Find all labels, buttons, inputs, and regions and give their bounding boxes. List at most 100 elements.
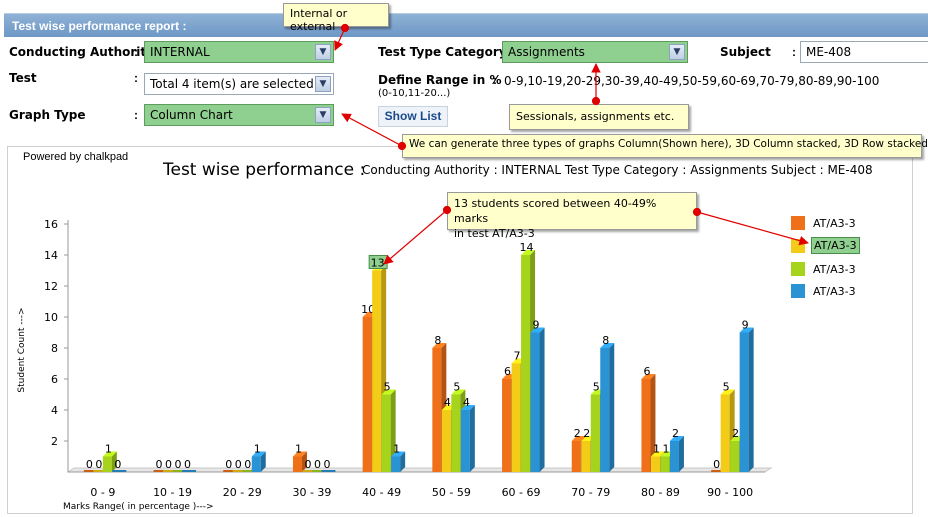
bar-top	[641, 374, 656, 379]
test-type-category-value: Assignments	[508, 45, 585, 59]
data-label: 6	[643, 365, 650, 378]
y-tick-label: 14	[44, 249, 58, 262]
data-label: 1	[393, 443, 400, 456]
bar-top	[102, 451, 117, 457]
y-axis-title: Student Count --->	[17, 307, 27, 392]
bar	[460, 410, 470, 472]
data-label: 2	[574, 427, 581, 440]
bar-top	[381, 389, 396, 395]
x-tick-label: 50 - 59	[432, 486, 471, 499]
bar	[391, 456, 401, 472]
callout-students: 13 students scored between 40-49% marks …	[447, 192, 697, 240]
define-range-hint: (0-10,11-20...)	[378, 88, 451, 99]
legend-swatch	[791, 262, 805, 276]
bar	[372, 270, 382, 472]
bar-top	[530, 327, 545, 333]
data-label: 4	[444, 396, 451, 409]
bar	[311, 470, 326, 472]
bar	[112, 470, 127, 472]
bar-top	[720, 389, 735, 395]
data-label: 0	[184, 458, 191, 471]
bar	[650, 456, 660, 472]
bar	[381, 394, 391, 472]
callout-authority: Internal or external	[283, 3, 389, 33]
chevron-down-icon[interactable]: ▼	[315, 44, 331, 60]
bar	[321, 470, 336, 472]
data-label: 5	[384, 381, 391, 394]
bar	[711, 470, 726, 472]
bar-top	[600, 343, 615, 348]
colon: :	[792, 45, 796, 59]
bar-top	[650, 451, 665, 457]
bar-top	[391, 451, 406, 457]
conducting-authority-select[interactable]: INTERNAL ▼	[144, 41, 334, 63]
bar	[521, 255, 531, 472]
x-tick-label: 10 - 19	[153, 486, 192, 499]
bar	[590, 394, 600, 472]
data-label: 8	[602, 334, 609, 347]
bar-side	[609, 343, 615, 472]
subject-input[interactable]: ME-408	[800, 41, 928, 63]
chart-subtitle: Conducting Authority : INTERNAL Test Typ…	[362, 163, 873, 177]
chart-title: Test wise performance :	[163, 160, 366, 180]
bar	[660, 456, 670, 472]
bar-top	[292, 451, 307, 457]
x-axis-title: Marks Range( in percentage )--->	[63, 502, 214, 512]
conducting-authority-value: INTERNAL	[150, 45, 210, 59]
data-label: 1	[662, 443, 669, 456]
colon: :	[134, 45, 138, 59]
chevron-down-icon[interactable]: ▼	[669, 44, 685, 60]
test-select[interactable]: Total 4 item(s) are selected ▼	[144, 73, 334, 95]
bar	[502, 379, 512, 472]
powered-by-text: Powered by chalkpad	[23, 151, 129, 163]
graph-type-value: Column Chart	[150, 108, 233, 122]
bar	[669, 441, 679, 472]
bar	[451, 394, 461, 472]
bar-side	[469, 405, 475, 472]
chevron-down-icon[interactable]: ▼	[315, 107, 331, 123]
data-label: 0	[713, 458, 720, 471]
colon: :	[493, 45, 497, 59]
chevron-down-icon[interactable]: ▼	[315, 76, 331, 92]
test-type-category-label: Test Type Category	[378, 45, 507, 59]
conducting-authority-label: Conducting Authority	[9, 45, 154, 59]
x-tick-label: 20 - 29	[223, 486, 262, 499]
bar	[441, 410, 451, 472]
x-tick-label: 30 - 39	[292, 486, 331, 499]
data-label: 6	[504, 365, 511, 378]
callout-students-line2: in test AT/A3-3	[454, 227, 535, 240]
y-tick-label: 2	[51, 435, 58, 448]
data-label: 5	[453, 381, 460, 394]
y-tick-label: 6	[51, 373, 58, 386]
x-tick-label: 60 - 69	[502, 486, 541, 499]
bar	[432, 348, 442, 472]
bar	[172, 470, 187, 472]
data-label: 10	[361, 303, 375, 316]
bar	[102, 456, 112, 472]
bar-side	[678, 436, 684, 472]
legend-label: AT/A3-3	[813, 217, 856, 230]
bar-top	[669, 436, 684, 441]
x-tick-label: 0 - 9	[90, 486, 115, 499]
data-label: 1	[295, 443, 302, 456]
bar-top	[739, 327, 754, 333]
bar-side	[539, 327, 545, 472]
subject-label: Subject	[720, 45, 771, 59]
bar	[292, 456, 302, 472]
x-tick-label: 70 - 79	[571, 486, 610, 499]
bar	[530, 332, 540, 472]
graph-type-select[interactable]: Column Chart ▼	[144, 104, 334, 126]
data-label: 1	[254, 443, 261, 456]
bar	[93, 470, 108, 472]
define-range-input[interactable]: 0-9,10-19,20-29,30-39,40-49,50-59,60-69,…	[504, 74, 880, 88]
data-label: 0	[314, 458, 321, 471]
data-label: 0	[304, 458, 311, 471]
data-label: 13	[371, 257, 385, 270]
bar	[302, 470, 317, 472]
test-type-category-select[interactable]: Assignments ▼	[502, 41, 688, 63]
bar	[511, 363, 521, 472]
bar-side	[301, 451, 307, 472]
data-label: 0	[225, 458, 232, 471]
data-label: 5	[593, 381, 600, 394]
